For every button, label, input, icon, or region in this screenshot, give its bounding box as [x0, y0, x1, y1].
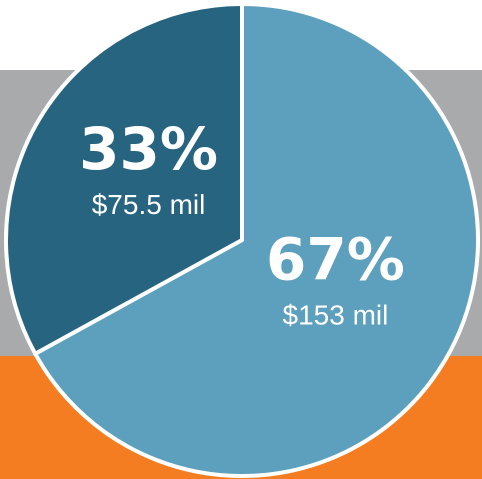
- pie-slice: [33, 2, 480, 478]
- amount-label: $153 mil: [283, 300, 389, 331]
- percent-label: 33%: [79, 115, 218, 183]
- pie-slice: [4, 2, 244, 356]
- percent-label: 67%: [266, 225, 405, 293]
- amount-label: $75.5 mil: [92, 189, 206, 220]
